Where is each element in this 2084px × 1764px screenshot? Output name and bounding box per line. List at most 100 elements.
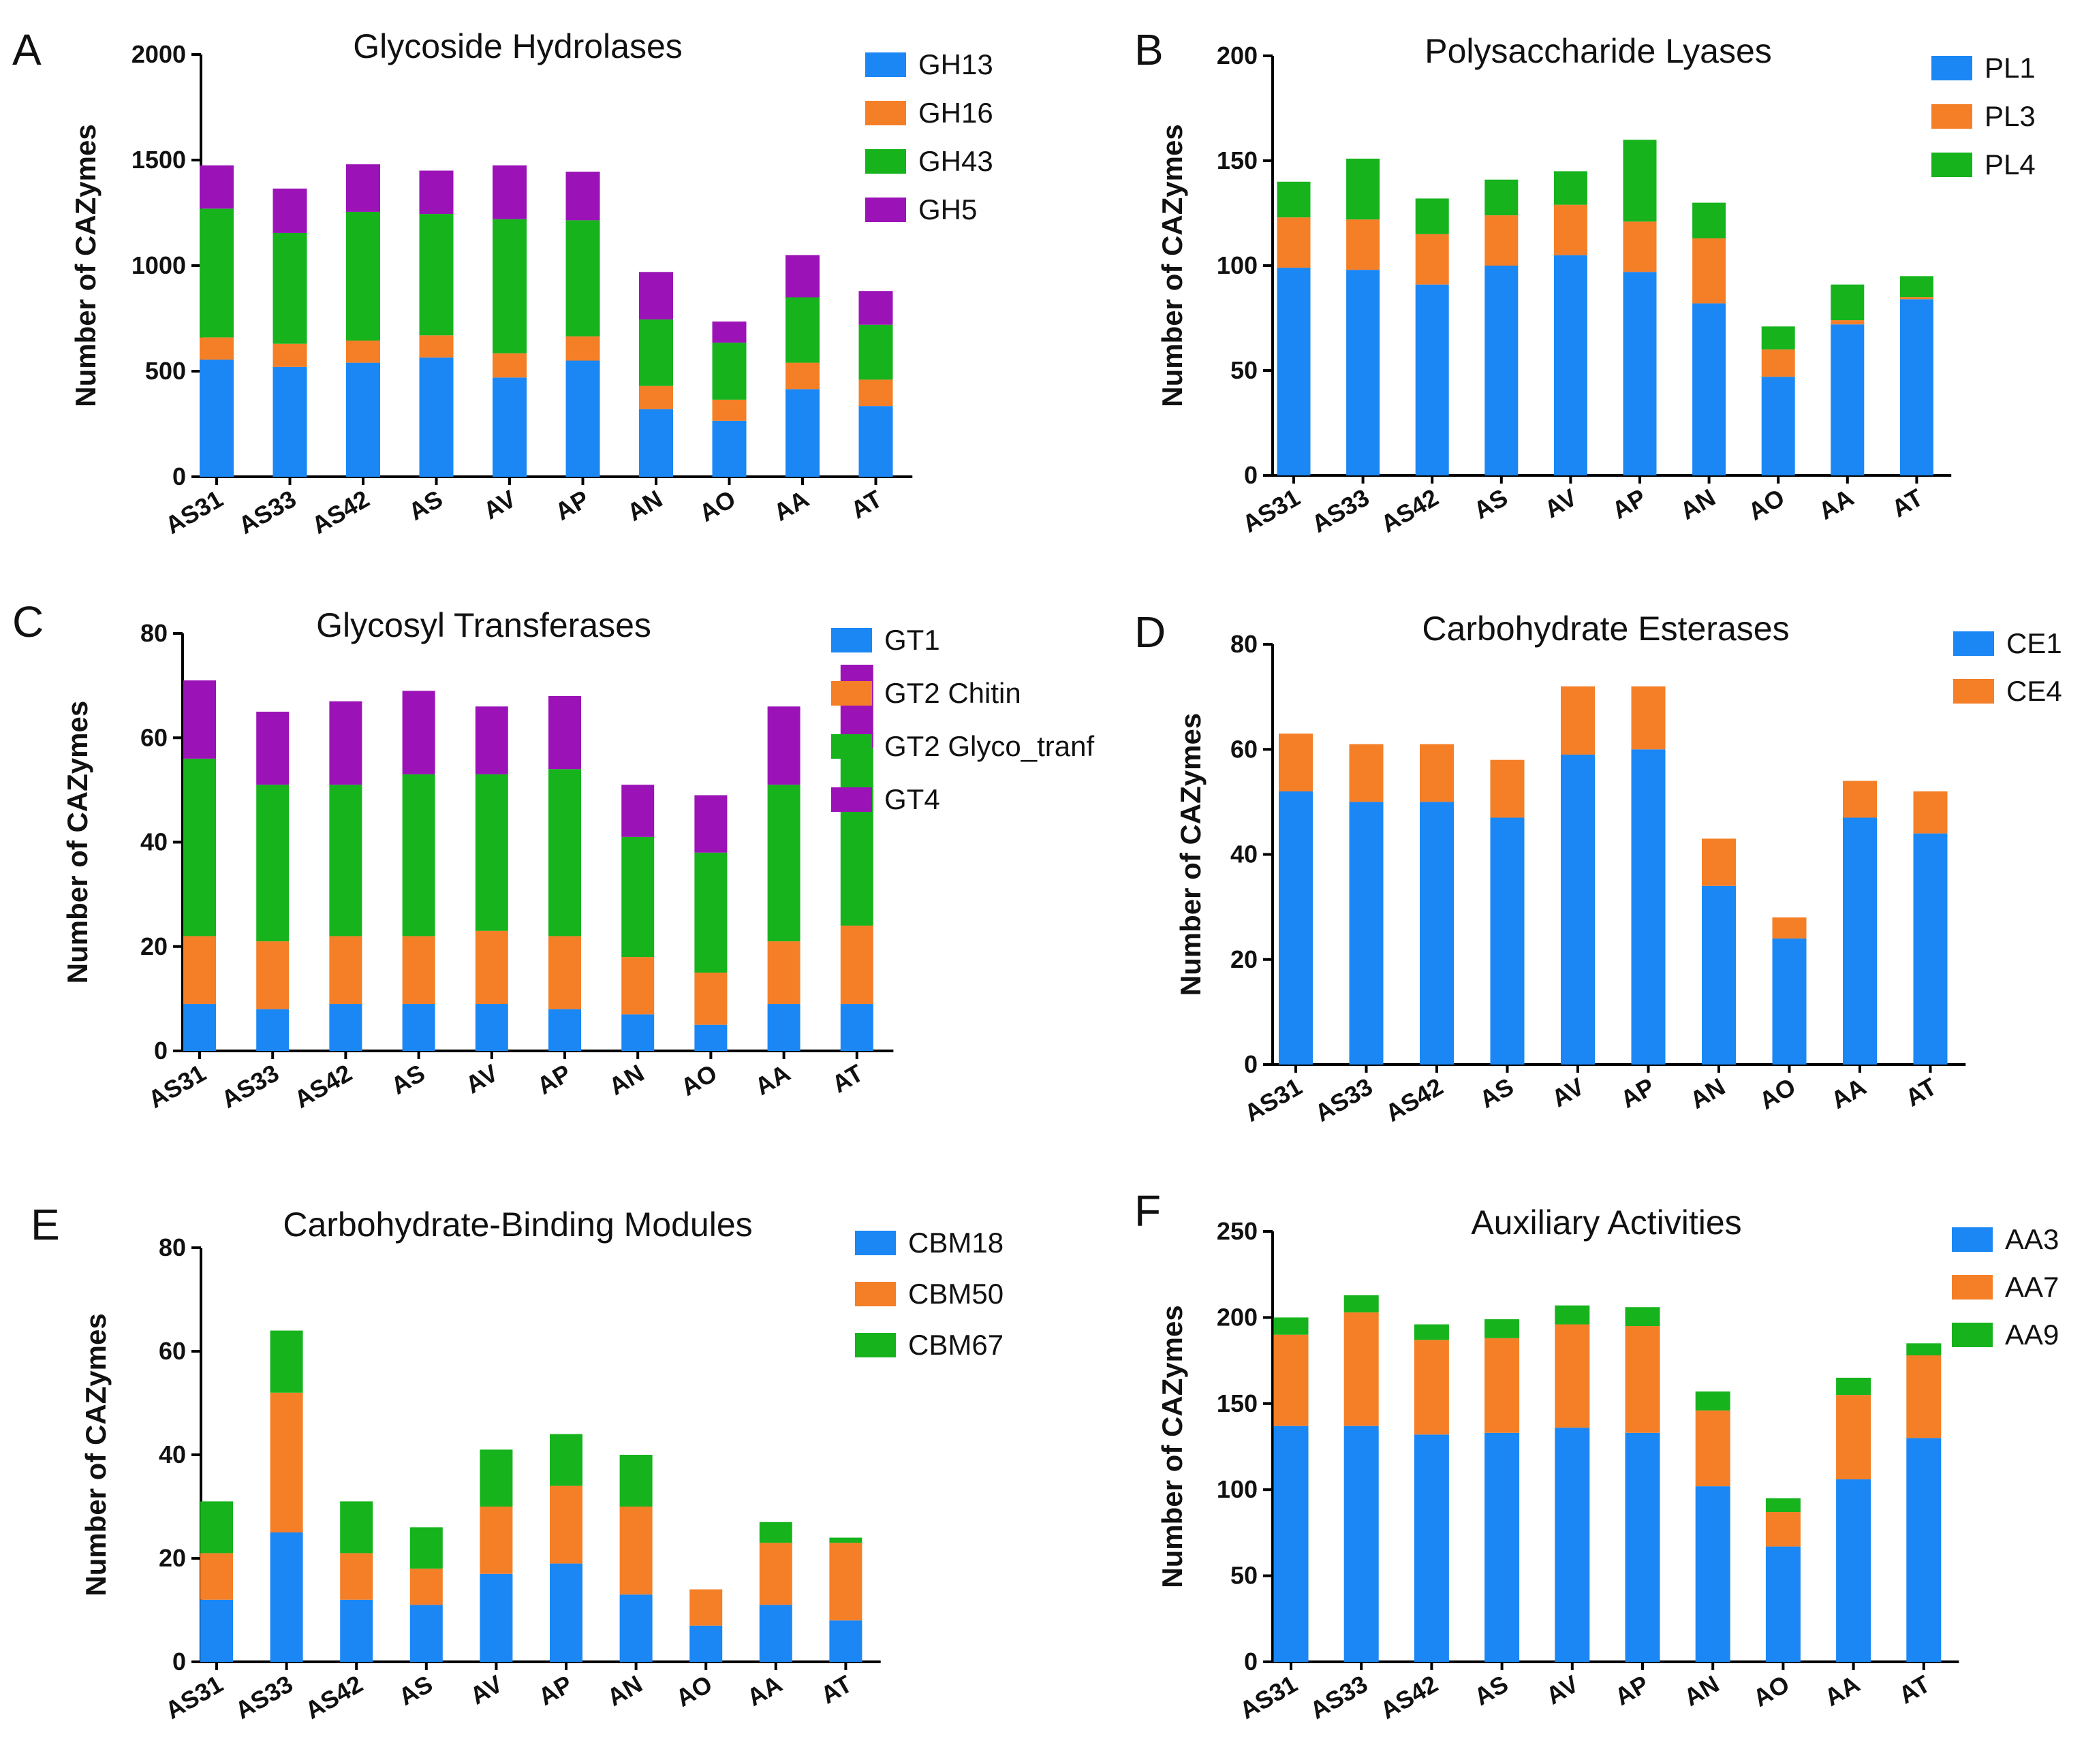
panel-c-x-tick-label: AT [827,1058,868,1098]
panel-e-bar-cbm18-as33 [270,1532,303,1662]
panel-d-bar-ce1-as33 [1349,802,1384,1065]
panel-f-bar-aa9-av [1555,1305,1590,1325]
panel-c-bar-gt4-av [475,706,508,774]
panel-f-bar-aa7-as42 [1414,1340,1449,1435]
panel-e-x-tick-label: AN [602,1669,647,1712]
panel-d-bar-ce4-as33 [1349,744,1384,802]
panel-e-bar-cbm50-ao [689,1589,723,1626]
panel-a-x-tick-label: AV [478,484,520,524]
panel-e-bar-cbm18-av [480,1573,513,1662]
panel-f-bar-aa3-an [1695,1486,1730,1662]
panel-a-bar-gh5-ao [712,321,747,343]
panel-c-bar-gt2-chitin-at [840,926,873,1005]
panel-a-bar-gh16-aa [786,362,820,390]
panel-d-legend-item: CE1 [1953,627,2062,659]
panel-a-bar-gh43-as [419,214,454,336]
panel-d-legend-label: CE1 [2006,627,2062,659]
panel-b-x-tick-label: AO [1743,483,1789,526]
panel-b-letter: B [1134,25,1164,74]
panel-b-bar-pl3-aa [1831,320,1865,325]
panel-b-bar-pl1-as [1484,266,1519,475]
panel-c-y-tick-label: 80 [140,619,168,647]
panel-a-y-tick-label: 1500 [131,146,186,174]
panel-b-bar-pl4-an [1692,202,1726,238]
panel-e: E Carbohydrate-Binding Modules Number of C… [31,1200,1004,1724]
panel-a-bar-gh13-as31 [200,359,234,477]
panel-f-x-tick-label: AS33 [1305,1669,1372,1724]
panel-e-x-tick-label: AA [742,1669,787,1712]
panel-c-bar-gt2-glyco-tranf-ap [548,769,581,936]
panel-c-legend-label: GT4 [884,783,940,815]
panel-e-legend-label: CBM50 [908,1278,1004,1310]
panel-d-legend-label: CE4 [2006,675,2062,707]
panel-e-bar-cbm67-as [409,1527,443,1569]
panel-c-bar-gt2-glyco-tranf-an [621,836,655,958]
panel-e-bar-cbm50-an [619,1507,653,1595]
panel-b-x-tick-label: AS [1469,483,1512,524]
panel-d-bar-ce4-ao [1772,917,1807,939]
panel-a-y-tick-label: 1000 [131,251,186,279]
panel-b-bar-pl3-at [1899,297,1933,300]
panel-c-y-tick-label: 60 [140,723,168,751]
panel-a-bar-gh16-an [639,385,673,409]
panel-c-x-tick-label: AS31 [144,1058,211,1114]
panel-c-bar-gt1-aa [767,1004,800,1051]
panel-a-x-tick-label: AS42 [307,484,374,539]
panel-c-x-tick-label: AS [386,1058,430,1100]
panel-c-bar-gt2-glyco-tranf-av [475,774,508,931]
panel-b-legend-swatch [1931,153,1972,177]
panel-b-legend-swatch [1931,104,1972,129]
panel-f-legend-label: AA7 [2005,1271,2059,1303]
panel-c-bar-gt2-chitin-as31 [183,936,216,1005]
panel-a-bar-gh16-as [419,335,454,358]
panel-f-x-tick-label: AT [1894,1669,1935,1709]
panel-f-x-tick-label: AA [1820,1669,1865,1712]
panel-c-bar-gt1-ap [548,1009,581,1051]
panel-c-bar-gt2-chitin-av [475,930,508,1005]
panel-a-bar-gh16-ap [565,336,600,361]
panel-b-bar-pl1-ao [1761,377,1795,475]
panel-d-letter: D [1134,608,1166,657]
panel-a-y-tick-label: 500 [145,357,186,385]
panel-f-bar-aa7-at [1906,1355,1942,1438]
panel-e-bar-cbm50-aa [759,1543,792,1605]
panel-e-letter: E [31,1200,60,1249]
panel-c-bar-gt4-as33 [256,711,290,785]
panel-e-x-tick-label: AO [671,1669,717,1712]
panel-f-bar-aa9-as31 [1273,1317,1309,1335]
panel-a-x-tick-label: AA [768,484,813,526]
panel-b-x-tick-label: AS42 [1376,483,1443,538]
panel-a-legend-label: GH13 [918,48,993,80]
panel-e-bar-cbm50-ap [550,1485,582,1564]
panel-e-legend-swatch [855,1333,896,1357]
panel-c-legend-label: GT1 [884,624,940,656]
panel-c-y-tick-label: 20 [140,932,168,960]
panel-a-x-tick-label: AP [550,484,594,526]
panel-e-y-tick-label: 80 [159,1233,186,1261]
panel-a-x-tick-label: AS33 [234,484,300,539]
panel-b-x-tick-label: AN [1675,483,1720,525]
panel-f-bar-aa3-ao [1765,1546,1801,1662]
panel-f-y-tick-label: 150 [1217,1389,1258,1417]
panel-c-bar-gt1-at [840,1004,873,1051]
panel-a-y-tick-label: 2000 [131,40,186,68]
panel-e-bar-cbm50-as33 [270,1392,303,1532]
panel-a-legend-label: GH5 [918,193,977,225]
panel-f-x-tick-label: AS [1469,1669,1513,1711]
panel-f-bar-aa7-as [1484,1338,1520,1433]
panel-a-legend-item: GH13 [865,48,993,80]
panel-f-y-tick-label: 200 [1217,1303,1258,1331]
panel-f-bar-aa7-ap [1625,1326,1660,1433]
panel-e-bar-cbm18-as31 [200,1599,233,1662]
panel-c-bar-gt1-as31 [183,1004,216,1051]
panel-b-bar-pl1-as42 [1415,284,1449,475]
panel-a-bar-gh5-av [493,165,527,219]
panel-a-bar-gh16-as31 [200,337,234,360]
panel-a-bar-gh13-as [419,357,454,477]
panel-d-y-tick-label: 80 [1230,630,1258,658]
panel-d-x-tick-label: AV [1546,1072,1589,1112]
panel-b-x-tick-label: AV [1540,483,1582,523]
panel-a-bar-gh43-ao [712,343,747,400]
panel-f-x-tick-label: AN [1679,1669,1724,1712]
